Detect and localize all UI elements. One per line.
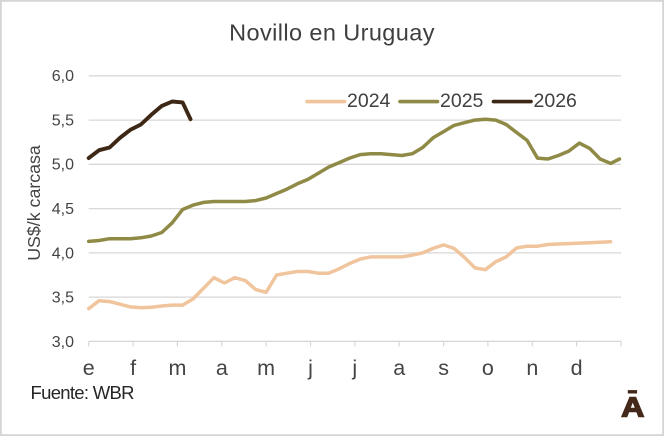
svg-text:n: n <box>526 356 538 380</box>
svg-text:Novillo en Uruguay: Novillo en Uruguay <box>229 20 435 46</box>
svg-text:j: j <box>351 356 357 380</box>
svg-text:3,5: 3,5 <box>52 290 74 307</box>
svg-text:f: f <box>130 356 136 380</box>
svg-text:e: e <box>83 356 95 380</box>
svg-text:3,0: 3,0 <box>52 334 74 351</box>
svg-text:j: j <box>307 356 313 380</box>
svg-text:4,5: 4,5 <box>52 201 74 218</box>
svg-text:o: o <box>482 356 494 380</box>
svg-text:5,0: 5,0 <box>52 157 74 174</box>
svg-text:a: a <box>216 356 228 380</box>
svg-text:s: s <box>438 356 449 380</box>
svg-text:2026: 2026 <box>534 90 577 112</box>
svg-text:m: m <box>168 356 186 380</box>
svg-text:2025: 2025 <box>440 90 484 112</box>
svg-text:Fuente: WBR: Fuente: WBR <box>31 382 135 403</box>
svg-text:5,5: 5,5 <box>52 113 74 130</box>
svg-text:US$/k carcasa: US$/k carcasa <box>24 145 44 261</box>
svg-text:4,0: 4,0 <box>52 245 74 262</box>
svg-text:6,0: 6,0 <box>52 68 74 85</box>
svg-text:d: d <box>571 356 583 380</box>
svg-text:A: A <box>621 392 644 423</box>
svg-text:a: a <box>393 356 405 380</box>
svg-text:m: m <box>257 356 275 380</box>
svg-text:2024: 2024 <box>347 90 391 112</box>
